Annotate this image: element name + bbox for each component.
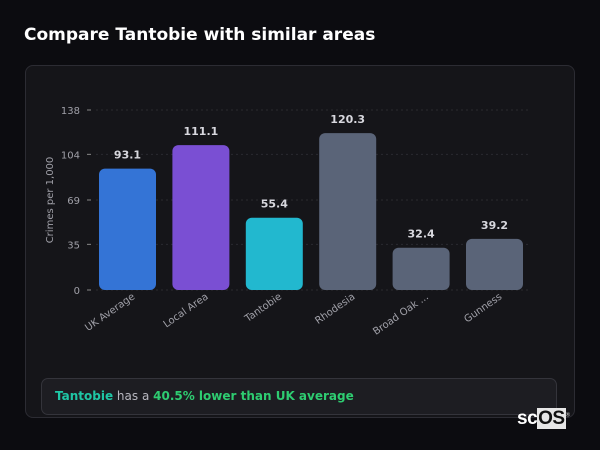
page-title: Compare Tantobie with similar areas <box>24 25 376 45</box>
x-tick-label: UK Average <box>83 291 137 333</box>
bar-local-area[interactable] <box>172 145 230 290</box>
x-tick-label: Rhodesia <box>313 291 357 326</box>
y-tick-label: 69 <box>67 196 80 207</box>
y-tick-label: 0 <box>74 286 80 297</box>
data-label: 93.1 <box>114 149 141 162</box>
bar-gunness[interactable] <box>466 238 523 290</box>
x-tick-label: Tantobie <box>242 291 284 325</box>
data-label: 32.4 <box>408 228 435 241</box>
area-name: Tantobie <box>55 389 114 403</box>
data-label: 39.2 <box>481 219 508 232</box>
data-label: 111.1 <box>184 125 219 138</box>
bar-tantobie[interactable] <box>245 217 303 290</box>
x-tick-label: Local Area <box>162 291 211 330</box>
stat-text: 40.5% lower than UK average <box>153 389 354 403</box>
bar-uk-average[interactable] <box>99 168 156 290</box>
y-tick-label: 138 <box>61 106 80 117</box>
x-tick-label: Broad Oak ... <box>371 291 431 337</box>
bar-broad-oak-[interactable] <box>392 247 450 290</box>
summary-text: has a <box>113 389 154 403</box>
data-label: 55.4 <box>261 198 288 211</box>
x-tick-label: Gunness <box>462 291 504 325</box>
bar-rhodesia[interactable] <box>319 133 377 290</box>
data-label: 120.3 <box>330 113 365 126</box>
y-axis-label: Crimes per 1,000 <box>45 157 56 244</box>
y-tick-label: 104 <box>61 150 80 161</box>
y-tick-label: 35 <box>67 240 80 251</box>
scos-logo: scOS® <box>517 408 570 429</box>
comparison-summary: Tantobie has a 40.5% lower than UK avera… <box>41 378 557 415</box>
